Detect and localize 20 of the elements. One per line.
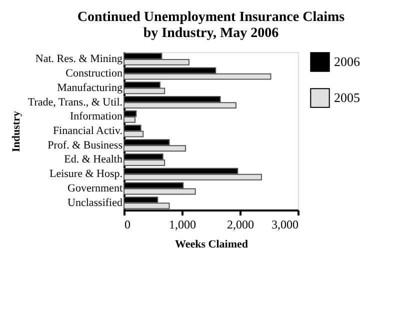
y-tick-label: Ed. & Health: [64, 154, 123, 166]
y-tick-label: Unclassified: [68, 196, 123, 209]
x-tick-label: 2,000: [227, 218, 254, 232]
legend-label: 2006: [334, 54, 360, 69]
y-tick-label: Financial Activ.: [52, 125, 123, 137]
x-tick-label: 3,000: [272, 218, 298, 232]
x-tick-label: 0: [124, 218, 130, 232]
y-axis-title: Industry: [10, 110, 23, 152]
y-tick-label: Leisure & Hosp.: [49, 168, 123, 180]
y-tick-label: Information: [70, 110, 123, 123]
x-tick-label: 1,000: [169, 218, 196, 232]
y-tick-label: Government: [68, 182, 122, 194]
chart-title: Continued Unemployment Insurance Claims by Industry, May 2006: [77, 10, 346, 41]
legend-label: 2005: [334, 90, 360, 105]
y-tick-label: Trade, Trans., & Util.: [28, 96, 123, 108]
y-tick-label: Prof. & Business: [48, 139, 122, 152]
x-axis-title: Weeks Claimed: [174, 238, 248, 250]
y-tick-label: Nat. Res. & Mining: [35, 53, 123, 66]
y-tick-label: Construction: [66, 68, 123, 80]
y-tick-label: Manufacturing: [57, 82, 123, 94]
